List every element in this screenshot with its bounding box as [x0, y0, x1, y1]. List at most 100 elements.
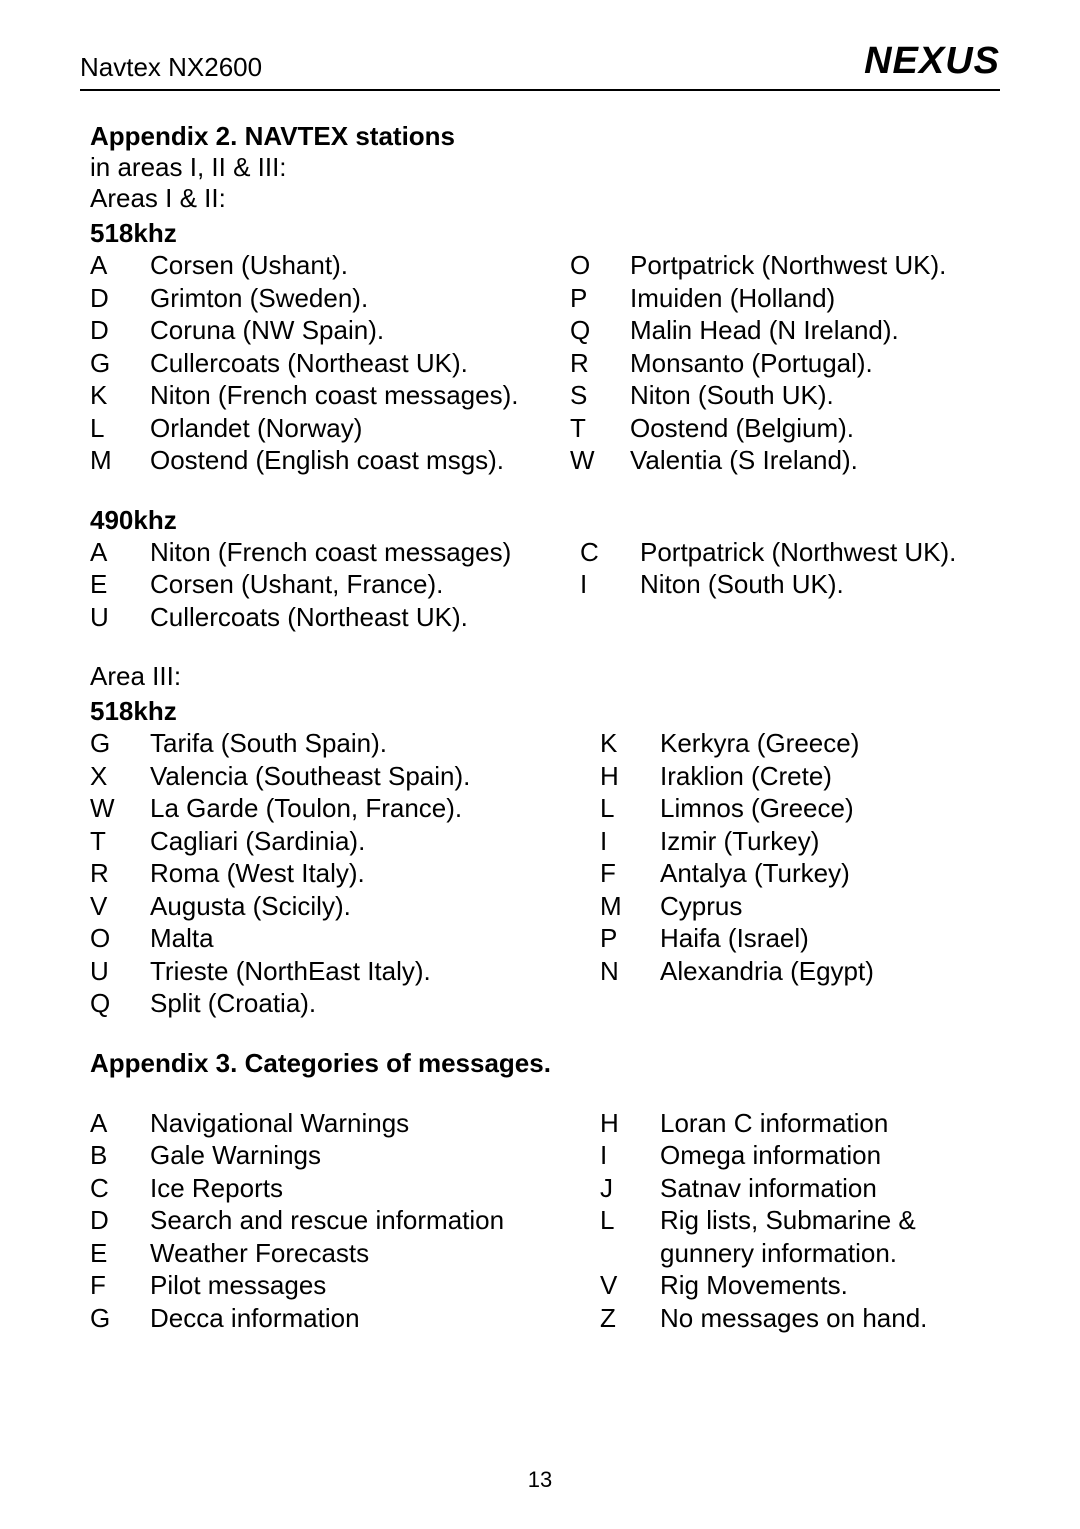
station-row: GCullercoats (Northeast UK).: [90, 347, 570, 380]
station-row-label: Valentia (S Ireland).: [630, 444, 1000, 477]
station-row-label: Cagliari (Sardinia).: [150, 825, 570, 858]
station-row: TCagliari (Sardinia).: [90, 825, 570, 858]
station-row-label: Grimton (Sweden).: [150, 282, 570, 315]
categories-list: ANavigational WarningsBGale WarningsCIce…: [90, 1107, 1000, 1335]
category-row-code: A: [90, 1107, 150, 1140]
station-row-code: D: [90, 314, 150, 347]
station-row: KKerkyra (Greece): [600, 727, 1000, 760]
station-row-label: Coruna (NW Spain).: [150, 314, 570, 347]
category-row: DSearch and rescue information: [90, 1204, 570, 1237]
station-row-code: W: [90, 792, 150, 825]
station-row: PHaifa (Israel): [600, 922, 1000, 955]
station-row-label: Haifa (Israel): [660, 922, 1000, 955]
station-row: QSplit (Croatia).: [90, 987, 570, 1020]
station-row-code: I: [580, 568, 640, 601]
station-row: GTarifa (South Spain).: [90, 727, 570, 760]
category-row-code: B: [90, 1139, 150, 1172]
station-row-label: Corsen (Ushant).: [150, 249, 570, 282]
category-row: LRig lists, Submarine & gunnery informat…: [600, 1204, 1000, 1269]
station-row: DGrimton (Sweden).: [90, 282, 570, 315]
station-row-label: Oostend (English coast msgs).: [150, 444, 570, 477]
category-row-code: F: [90, 1269, 150, 1302]
category-row-label: Omega information: [660, 1139, 1000, 1172]
station-row: KNiton (French coast messages).: [90, 379, 570, 412]
appendix2-sub2: Areas I & II:: [90, 183, 1000, 214]
station-row-code: M: [90, 444, 150, 477]
category-row-code: J: [600, 1172, 660, 1205]
station-row: NAlexandria (Egypt): [600, 955, 1000, 988]
station-row-code: O: [90, 922, 150, 955]
station-row: IIzmir (Turkey): [600, 825, 1000, 858]
station-row-label: Malta: [150, 922, 570, 955]
station-row-code: R: [90, 857, 150, 890]
station-row-label: Roma (West Italy).: [150, 857, 570, 890]
station-row-code: L: [600, 792, 660, 825]
category-row-label: Pilot messages: [150, 1269, 570, 1302]
station-row-label: Portpatrick (Northwest UK).: [640, 536, 1000, 569]
station-row-label: Cullercoats (Northeast UK).: [150, 601, 570, 634]
category-row: ANavigational Warnings: [90, 1107, 570, 1140]
category-row-label: Loran C information: [660, 1107, 1000, 1140]
category-row-code: G: [90, 1302, 150, 1335]
page-content: Appendix 2. NAVTEX stations in areas I, …: [80, 121, 1000, 1334]
category-row-code: L: [600, 1204, 660, 1269]
station-row-code: O: [570, 249, 630, 282]
category-row: HLoran C information: [600, 1107, 1000, 1140]
station-row: MCyprus: [600, 890, 1000, 923]
station-row-code: R: [570, 347, 630, 380]
station-row: XValencia (Southeast Spain).: [90, 760, 570, 793]
stations-518-area3: GTarifa (South Spain).XValencia (Southea…: [90, 727, 1000, 1020]
station-row-code: Q: [90, 987, 150, 1020]
category-row-label: No messages on hand.: [660, 1302, 1000, 1335]
station-row: RRoma (West Italy).: [90, 857, 570, 890]
station-row-code: K: [90, 379, 150, 412]
station-row-label: Monsanto (Portugal).: [630, 347, 1000, 380]
station-row-code: P: [600, 922, 660, 955]
station-row-label: Split (Croatia).: [150, 987, 570, 1020]
station-row-label: Iraklion (Crete): [660, 760, 1000, 793]
category-row-label: Satnav information: [660, 1172, 1000, 1205]
station-row-code: P: [570, 282, 630, 315]
station-row-label: Kerkyra (Greece): [660, 727, 1000, 760]
station-row: ECorsen (Ushant, France).: [90, 568, 570, 601]
category-row-label: Rig lists, Submarine & gunnery informati…: [660, 1204, 1000, 1269]
station-row-label: Alexandria (Egypt): [660, 955, 1000, 988]
station-row-code: X: [90, 760, 150, 793]
model-label: Navtex NX2600: [80, 52, 262, 83]
station-row: OPortpatrick (Northwest UK).: [570, 249, 1000, 282]
station-row-label: Niton (French coast messages).: [150, 379, 570, 412]
page-number: 13: [528, 1467, 552, 1493]
station-row-code: A: [90, 536, 150, 569]
station-row-code: U: [90, 601, 150, 634]
category-row: IOmega information: [600, 1139, 1000, 1172]
freq-518-heading: 518khz: [90, 218, 1000, 249]
station-row-code: T: [570, 412, 630, 445]
category-row: ZNo messages on hand.: [600, 1302, 1000, 1335]
category-row-label: Gale Warnings: [150, 1139, 570, 1172]
station-row-code: K: [600, 727, 660, 760]
category-row: FPilot messages: [90, 1269, 570, 1302]
station-row-code: H: [600, 760, 660, 793]
station-row-label: Orlandet (Norway): [150, 412, 570, 445]
category-row-label: Weather Forecasts: [150, 1237, 570, 1270]
station-row-label: Limnos (Greece): [660, 792, 1000, 825]
station-row-code: L: [90, 412, 150, 445]
station-row-code: S: [570, 379, 630, 412]
station-row-code: C: [580, 536, 640, 569]
station-row: OMalta: [90, 922, 570, 955]
brand-logo: NEXUS: [864, 40, 1000, 83]
station-row-label: La Garde (Toulon, France).: [150, 792, 570, 825]
station-row-code: A: [90, 249, 150, 282]
station-row-code: Q: [570, 314, 630, 347]
station-row-code: V: [90, 890, 150, 923]
category-row: BGale Warnings: [90, 1139, 570, 1172]
station-row-label: Niton (French coast messages): [150, 536, 570, 569]
station-row: MOostend (English coast msgs).: [90, 444, 570, 477]
category-row: JSatnav information: [600, 1172, 1000, 1205]
station-row-label: Izmir (Turkey): [660, 825, 1000, 858]
category-row: VRig Movements.: [600, 1269, 1000, 1302]
station-row-code: T: [90, 825, 150, 858]
station-row-code: W: [570, 444, 630, 477]
category-row-label: Search and rescue information: [150, 1204, 570, 1237]
appendix3-title: Appendix 3. Categories of messages.: [90, 1048, 1000, 1079]
